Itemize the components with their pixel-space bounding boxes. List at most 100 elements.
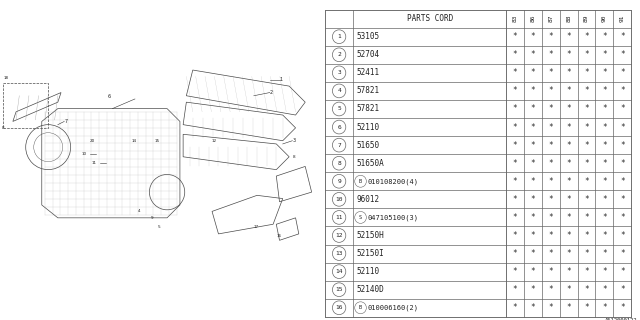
- Text: 89: 89: [584, 15, 589, 22]
- Text: 86: 86: [531, 15, 536, 22]
- Text: *: *: [531, 105, 535, 114]
- Text: *: *: [584, 32, 589, 41]
- Text: 12: 12: [335, 233, 343, 238]
- Text: *: *: [513, 195, 517, 204]
- Text: *: *: [602, 195, 607, 204]
- Text: *: *: [548, 123, 553, 132]
- Text: *: *: [584, 213, 589, 222]
- Text: 14: 14: [132, 139, 137, 143]
- Text: *: *: [566, 159, 571, 168]
- Text: *: *: [513, 213, 517, 222]
- Text: *: *: [548, 195, 553, 204]
- Text: 6: 6: [108, 94, 111, 99]
- Text: 53105: 53105: [357, 32, 380, 41]
- Text: *: *: [513, 50, 517, 59]
- Text: 52150H: 52150H: [357, 231, 385, 240]
- Text: *: *: [620, 267, 625, 276]
- Text: *: *: [548, 140, 553, 150]
- Text: *: *: [566, 86, 571, 95]
- Text: 5: 5: [337, 107, 341, 111]
- Text: 51650: 51650: [357, 140, 380, 150]
- Text: *: *: [566, 267, 571, 276]
- Text: *: *: [602, 285, 607, 294]
- Text: 96012: 96012: [357, 195, 380, 204]
- Text: *: *: [602, 267, 607, 276]
- Text: 10: 10: [335, 197, 343, 202]
- Text: *: *: [584, 267, 589, 276]
- Text: *: *: [513, 32, 517, 41]
- Text: B: B: [359, 305, 362, 310]
- Text: 2: 2: [337, 52, 341, 57]
- Text: *: *: [513, 105, 517, 114]
- Text: 1: 1: [337, 34, 341, 39]
- Text: *: *: [566, 50, 571, 59]
- Text: *: *: [566, 32, 571, 41]
- Text: *: *: [584, 86, 589, 95]
- Text: 9: 9: [151, 216, 154, 220]
- Text: *: *: [620, 86, 625, 95]
- Text: *: *: [620, 213, 625, 222]
- Text: 11: 11: [335, 215, 343, 220]
- Text: *: *: [548, 267, 553, 276]
- Text: *: *: [584, 68, 589, 77]
- Text: *: *: [531, 285, 535, 294]
- Text: *: *: [531, 231, 535, 240]
- Text: *: *: [548, 213, 553, 222]
- Text: 51650A: 51650A: [357, 159, 385, 168]
- Text: *: *: [602, 231, 607, 240]
- Text: *: *: [513, 86, 517, 95]
- Text: *: *: [602, 213, 607, 222]
- Text: 18: 18: [3, 76, 8, 80]
- Text: 4: 4: [138, 209, 141, 213]
- Text: 11: 11: [92, 161, 97, 165]
- Text: *: *: [531, 68, 535, 77]
- Text: *: *: [531, 267, 535, 276]
- Text: 8: 8: [292, 155, 295, 159]
- Text: *: *: [566, 68, 571, 77]
- Text: *: *: [602, 105, 607, 114]
- Text: B: B: [359, 179, 362, 184]
- Text: *: *: [620, 159, 625, 168]
- Text: 15: 15: [335, 287, 343, 292]
- Text: *: *: [584, 50, 589, 59]
- Text: *: *: [566, 177, 571, 186]
- Text: *: *: [548, 50, 553, 59]
- Text: *: *: [566, 285, 571, 294]
- Text: 57821: 57821: [357, 86, 380, 95]
- Text: *: *: [531, 177, 535, 186]
- Text: *: *: [620, 105, 625, 114]
- Text: *: *: [620, 68, 625, 77]
- Text: *: *: [548, 86, 553, 95]
- Text: *: *: [566, 231, 571, 240]
- Text: *: *: [513, 285, 517, 294]
- Text: *: *: [548, 303, 553, 312]
- Text: *: *: [584, 105, 589, 114]
- Text: 010006160(2): 010006160(2): [368, 305, 419, 311]
- Text: *: *: [566, 123, 571, 132]
- Text: *: *: [620, 140, 625, 150]
- Text: *: *: [584, 249, 589, 258]
- Text: *: *: [584, 285, 589, 294]
- Text: *: *: [602, 249, 607, 258]
- Text: *: *: [584, 140, 589, 150]
- Text: *: *: [566, 213, 571, 222]
- Text: 13: 13: [335, 251, 343, 256]
- Text: *: *: [620, 303, 625, 312]
- Text: *: *: [513, 159, 517, 168]
- Text: *: *: [584, 303, 589, 312]
- Text: *: *: [620, 50, 625, 59]
- Text: *: *: [584, 159, 589, 168]
- Text: A512000122: A512000122: [605, 318, 637, 320]
- Text: 57821: 57821: [357, 105, 380, 114]
- Text: *: *: [584, 177, 589, 186]
- Text: 52150I: 52150I: [357, 249, 385, 258]
- Text: 3: 3: [292, 138, 296, 143]
- Text: *: *: [602, 159, 607, 168]
- Text: *: *: [584, 123, 589, 132]
- Text: *: *: [620, 195, 625, 204]
- Text: *: *: [548, 159, 553, 168]
- Text: 2: 2: [270, 90, 273, 95]
- Text: 16: 16: [276, 234, 282, 237]
- Text: *: *: [602, 177, 607, 186]
- Text: 7: 7: [337, 143, 341, 148]
